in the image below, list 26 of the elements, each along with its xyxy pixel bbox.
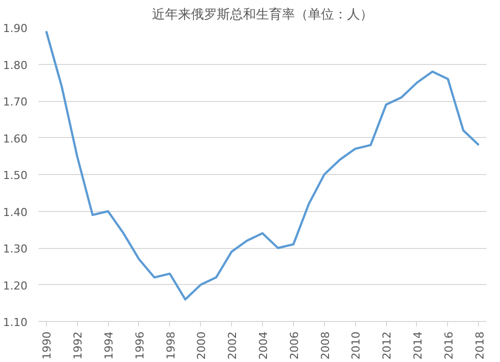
y-tick-label: 1.10 xyxy=(3,316,28,329)
x-tick-label: 1992 xyxy=(72,331,85,360)
x-tick-label: 1996 xyxy=(133,331,146,360)
x-tick-label: 2014 xyxy=(411,331,424,360)
x-tick-label: 2010 xyxy=(350,331,363,360)
chart-title: 近年来俄罗斯总和生育率（单位：人） xyxy=(152,6,373,22)
x-tick-label: 2016 xyxy=(442,331,456,360)
y-tick-label: 1.70 xyxy=(3,96,28,108)
x-tick-label: 2002 xyxy=(226,331,240,360)
x-tick-label: 2008 xyxy=(318,331,332,360)
y-tick-label: 1.30 xyxy=(3,242,28,256)
x-tick-label: 2000 xyxy=(195,331,208,360)
line-series xyxy=(45,30,480,301)
y-tick-label: 1.90 xyxy=(3,22,28,35)
y-tick-label: 1.50 xyxy=(3,169,28,182)
x-tick-label: 1994 xyxy=(102,331,116,360)
y-tick-label: 1.60 xyxy=(3,132,28,146)
y-tick-label: 1.20 xyxy=(3,279,28,292)
x-tick-label: 1990 xyxy=(40,331,54,360)
x-tick-label: 2018 xyxy=(473,331,486,360)
x-tick-label: 1998 xyxy=(164,331,178,360)
y-tick-label: 1.80 xyxy=(3,58,28,72)
x-tick-label: 2006 xyxy=(288,331,301,360)
x-tick-label: 2004 xyxy=(257,331,270,360)
y-tick-label: 1.40 xyxy=(3,206,28,219)
x-tick-label: 2012 xyxy=(380,331,394,360)
